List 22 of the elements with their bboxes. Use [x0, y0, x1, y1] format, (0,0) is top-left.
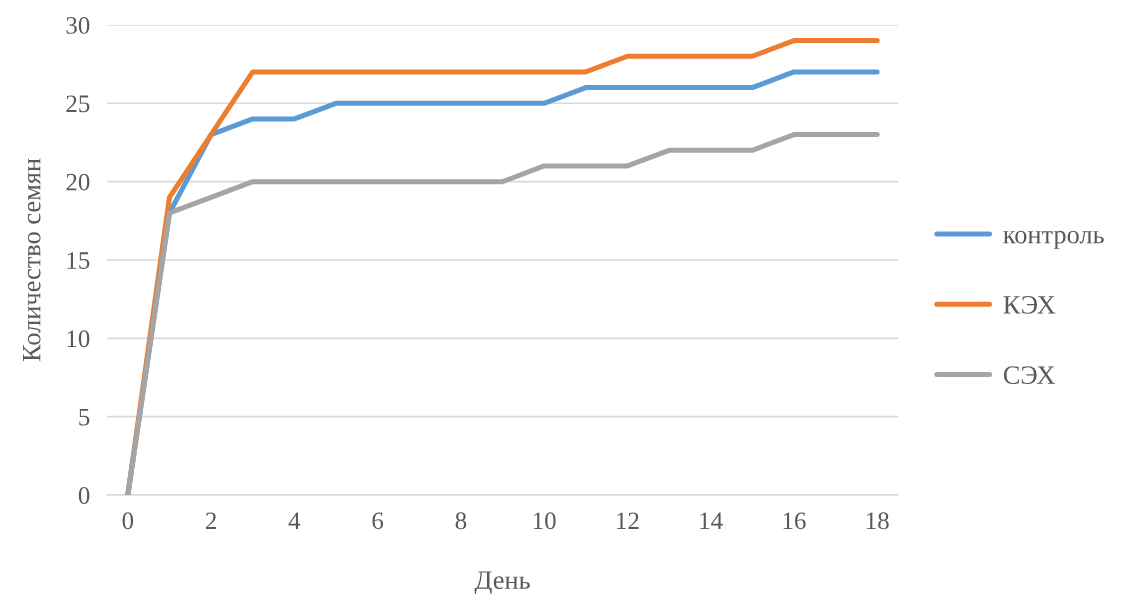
x-tick-label: 10 — [533, 512, 556, 530]
x-tick-label: 8 — [455, 512, 467, 530]
y-tick-label: 10 — [67, 330, 90, 348]
y-tick-label: 25 — [66, 95, 90, 113]
y-tick-label: 15 — [67, 252, 90, 269]
x-tick-label: 6 — [372, 512, 384, 530]
x-tick-label: 12 — [617, 512, 639, 529]
y-tick-label: 5 — [79, 408, 90, 426]
x-axis-title: День — [474, 571, 530, 594]
legend-label: контроль — [1003, 230, 1104, 249]
x-tick-label: 14 — [700, 512, 723, 529]
y-tick-label: 20 — [66, 173, 90, 191]
y-axis-title: Количество семян — [23, 158, 41, 362]
x-tick-label: 4 — [288, 512, 301, 529]
x-tick-label: 16 — [783, 512, 806, 530]
legend-label: СЭХ — [1003, 366, 1055, 385]
legend-label: КЭХ — [1003, 296, 1056, 314]
x-tick-label: 18 — [866, 512, 889, 530]
y-tick-label: 30 — [66, 17, 90, 34]
y-tick-label: 0 — [78, 487, 90, 504]
x-tick-label: 0 — [122, 512, 134, 530]
x-tick-label: 2 — [205, 512, 216, 529]
